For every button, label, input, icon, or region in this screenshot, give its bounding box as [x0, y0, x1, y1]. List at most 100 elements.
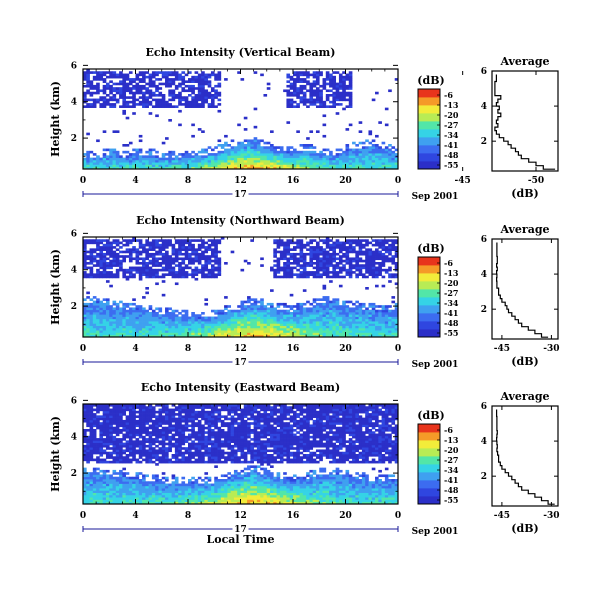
profile-y-tick-label: 2 — [481, 472, 487, 482]
colorbar-tick-label: -6 — [444, 258, 453, 268]
x-tick-label: 12 — [234, 344, 247, 354]
day-label: 17 — [234, 525, 247, 535]
colorbar-swatch — [418, 89, 440, 98]
colorbar-swatch — [418, 313, 440, 322]
x-tick-label: 16 — [287, 344, 300, 354]
y-tick-label: 4 — [71, 98, 77, 108]
colorbar-swatch — [418, 297, 440, 306]
colorbar: (dB)-6-13-20-27-34-41-48-55 — [417, 409, 459, 505]
x-tick-label: 0 — [80, 176, 86, 186]
profile-x-label: (dB) — [511, 187, 538, 200]
profile-x-tick-label: -50 — [528, 176, 544, 186]
colorbar-swatch — [418, 464, 440, 473]
colorbar-tick-label: -27 — [444, 288, 458, 298]
y-tick-label: 2 — [71, 134, 77, 144]
colorbar-tick-label: -20 — [444, 445, 459, 455]
colorbar-swatch — [418, 281, 440, 290]
x-tick-label: 0 — [80, 344, 86, 354]
y-tick-label: 4 — [71, 433, 77, 443]
panel-1: Echo Intensity (Vertical Beam) 0 4 8 12 16 20 0… — [49, 46, 559, 202]
profile-x-tick-label: -45 — [494, 344, 510, 354]
x-tick-label: 0 — [395, 176, 401, 186]
colorbar-swatch — [418, 321, 440, 330]
x-tick-label: 12 — [234, 176, 247, 186]
colorbar-swatch — [418, 329, 440, 338]
average-profile: Average 2 4 6 -45 -50(dB) — [455, 55, 559, 200]
profile-y-tick-label: 2 — [481, 137, 487, 147]
colorbar-swatch — [418, 129, 440, 138]
colorbar-swatch — [418, 137, 440, 146]
colorbar-swatch — [418, 161, 440, 170]
day-label-bg — [232, 357, 249, 367]
colorbar-tick-label: -34 — [444, 465, 459, 475]
colorbar-tick-label: -41 — [444, 475, 458, 485]
colorbar-tick-label: -6 — [444, 90, 453, 100]
x-tick-label: 8 — [185, 344, 191, 354]
colorbar-unit: (dB) — [417, 409, 444, 422]
date-label: Sep 2001 — [412, 360, 459, 370]
colorbar-tick-label: -41 — [444, 308, 458, 318]
profile-title: Average — [499, 223, 549, 236]
date-label: Sep 2001 — [412, 527, 459, 537]
day-label: 17 — [234, 358, 247, 368]
x-tick-label: 20 — [339, 344, 352, 354]
colorbar-tick-label: -6 — [444, 425, 453, 435]
x-tick-label: 16 — [287, 176, 300, 186]
x-tick-label: 12 — [234, 511, 247, 521]
profile-x-label: (dB) — [511, 355, 538, 368]
panel-3: Echo Intensity (Eastward Beam) 0 4 8 12 16 20 0… — [49, 381, 560, 546]
panel-title: Echo Intensity (Eastward Beam) — [141, 381, 340, 394]
x-tick-label: 0 — [395, 511, 401, 521]
x-tick-label: 0 — [395, 344, 401, 354]
colorbar-swatch — [418, 153, 440, 162]
colorbar-frame — [417, 256, 441, 338]
profile-line — [494, 74, 556, 170]
profile-y-tick-label: 6 — [481, 235, 487, 245]
colorbar-swatch — [418, 496, 440, 505]
y-tick-label: 4 — [71, 266, 77, 276]
profile-x-tick-label: -45 — [455, 176, 471, 186]
colorbar-swatch — [418, 257, 440, 266]
colorbar-tick-label: -20 — [444, 110, 459, 120]
echo-field — [83, 237, 399, 338]
day-label: 17 — [234, 190, 247, 200]
x-tick-label: 4 — [132, 176, 138, 186]
echo-field — [83, 404, 399, 505]
colorbar-tick-label: -41 — [444, 140, 458, 150]
x-tick-label: 4 — [132, 511, 138, 521]
colorbar-swatch — [418, 424, 440, 433]
colorbar-tick-label: -27 — [444, 455, 458, 465]
colorbar-tick-label: -34 — [444, 298, 459, 308]
profile-y-tick-label: 6 — [481, 67, 487, 77]
profile-y-tick-label: 2 — [481, 305, 487, 315]
colorbar-unit: (dB) — [417, 74, 444, 87]
colorbar-tick-label: -13 — [444, 268, 459, 278]
date-label: Sep 2001 — [412, 192, 459, 202]
colorbar-swatch — [418, 448, 440, 457]
profile-title: Average — [499, 390, 549, 403]
colorbar-swatch — [418, 113, 440, 122]
colorbar-swatch — [418, 289, 440, 298]
x-tick-label: 4 — [132, 344, 138, 354]
colorbar-tick-label: -55 — [444, 495, 458, 505]
x-tick-label: 0 — [80, 511, 86, 521]
average-profile: Average 2 4 6 -45 -30 (dB) — [481, 390, 560, 535]
colorbar-tick-label: -48 — [444, 485, 459, 495]
colorbar-swatch — [418, 480, 440, 489]
colorbar-swatch — [418, 97, 440, 106]
x-tick-label: 8 — [185, 176, 191, 186]
panel-2: Echo Intensity (Northward Beam)0 4 8 12 16 20… — [49, 214, 560, 370]
colorbar-tick-label: -20 — [444, 278, 459, 288]
colorbar: (dB)-6-13-20-27-34-41-48-55 — [417, 74, 459, 170]
profile-x-tick-label: -45 — [494, 511, 510, 521]
panel-title: Echo Intensity (Vertical Beam) — [145, 46, 335, 59]
profile-y-tick-label: 4 — [481, 102, 487, 112]
colorbar-frame — [417, 88, 441, 170]
colorbar-frame — [417, 423, 441, 505]
colorbar-swatch — [418, 265, 440, 274]
colorbar-swatch — [418, 440, 440, 449]
profile-x-label: (dB) — [511, 522, 538, 535]
colorbar-tick-label: -55 — [444, 160, 458, 170]
y-tick-label: 6 — [71, 396, 77, 406]
profile-frame — [491, 405, 559, 507]
